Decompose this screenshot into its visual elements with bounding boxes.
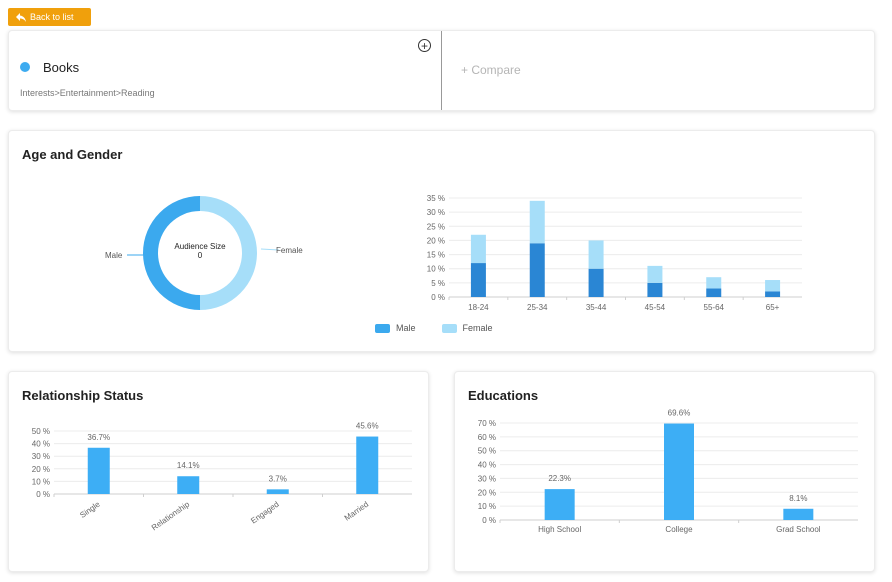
compare-button[interactable]: + Compare: [461, 63, 521, 77]
gender-donut-chart: Male Female Audience Size 0: [105, 196, 303, 310]
legend-label-male: Male: [396, 323, 416, 333]
donut-male-label: Male: [105, 251, 123, 260]
y-tick-label: 35 %: [427, 194, 445, 203]
x-tick-label-single: Single: [78, 499, 102, 519]
age-gender-title: Age and Gender: [22, 147, 123, 162]
data-label-grad-school: 8.1%: [789, 494, 807, 503]
bar-grad-school[interactable]: [783, 508, 814, 520]
age-gender-card: Age and Gender Male Female Audience Size…: [8, 130, 875, 352]
back-to-list-button[interactable]: Back to list: [8, 8, 91, 26]
legend-item-female[interactable]: Female: [441, 323, 493, 333]
y-tick-label: 0 %: [482, 516, 496, 525]
topic-compare-card: + Books Interests>Entertainment>Reading …: [8, 30, 875, 111]
data-label-engaged: 3.7%: [269, 474, 287, 483]
x-tick-label-grad-school: Grad School: [776, 525, 821, 534]
y-tick-label: 15 %: [427, 251, 445, 260]
donut-female-label: Female: [276, 246, 303, 255]
back-arrow-icon: [16, 12, 26, 22]
y-tick-label: 20 %: [32, 465, 50, 474]
x-tick-label-65: 65+: [766, 303, 780, 312]
data-label-college: 69.6%: [668, 409, 691, 418]
y-tick-label: 50 %: [32, 427, 50, 436]
bar-college[interactable]: [664, 423, 694, 520]
bar-female-18-24[interactable]: [470, 234, 486, 264]
legend-item-male[interactable]: Male: [375, 323, 416, 333]
donut-center-label: Audience Size: [174, 242, 226, 251]
y-tick-label: 20 %: [478, 488, 496, 497]
legend-swatch-female: [441, 323, 457, 333]
y-tick-label: 10 %: [478, 502, 496, 511]
bar-married[interactable]: [356, 436, 379, 494]
bar-female-55-64[interactable]: [706, 277, 722, 289]
y-tick-label: 0 %: [36, 490, 50, 499]
back-button-label: Back to list: [30, 12, 74, 22]
bar-high-school[interactable]: [544, 489, 575, 520]
education-bar-chart: 0 % 10 % 20 % 30 % 40 % 50 % 60 % 70 % 22.3% High…: [478, 409, 858, 534]
bar-male-55-64[interactable]: [706, 288, 722, 297]
relationship-bar-chart: 0 % 10 % 20 % 30 % 40 % 50 % 36.7% Single 14.1% R…: [32, 422, 412, 532]
data-label-high-school: 22.3%: [548, 474, 571, 483]
y-tick-label: 0 %: [431, 293, 445, 302]
bar-female-35-44[interactable]: [588, 240, 604, 269]
donut-slice-male[interactable]: [142, 196, 200, 310]
bar-female-45-54[interactable]: [647, 265, 663, 283]
bar-male-25-34[interactable]: [529, 243, 545, 297]
age-gender-legend: Male Female: [375, 323, 493, 333]
x-tick-label-55-64: 55-64: [704, 303, 725, 312]
y-tick-label: 30 %: [427, 208, 445, 217]
y-tick-label: 30 %: [478, 474, 496, 483]
bar-male-35-44[interactable]: [588, 268, 604, 297]
bar-female-25-34[interactable]: [529, 200, 545, 244]
age-stacked-bar-chart: 0 % 5 % 10 % 15 % 20 % 25 % 30 % 35 % 18-24 25-34…: [427, 194, 802, 312]
y-tick-label: 40 %: [478, 461, 496, 470]
y-tick-label: 40 %: [32, 440, 50, 449]
x-tick-label-relationship: Relationship: [150, 499, 192, 532]
bar-male-45-54[interactable]: [647, 282, 663, 297]
donut-center-value: 0: [198, 251, 203, 260]
topic-path: Interests>Entertainment>Reading: [20, 88, 155, 98]
x-tick-label-high-school: High School: [538, 525, 581, 534]
educations-title: Educations: [468, 388, 539, 403]
y-tick-label: 50 %: [478, 447, 496, 456]
y-tick-label: 5 %: [431, 279, 445, 288]
bar-relationship[interactable]: [177, 476, 200, 494]
bar-male-65[interactable]: [765, 291, 781, 297]
y-tick-label: 70 %: [478, 419, 496, 428]
data-label-married: 45.6%: [356, 422, 379, 431]
x-tick-label-married: Married: [343, 500, 370, 523]
topic-name: Books: [43, 60, 80, 75]
topic-panel: + Books Interests>Entertainment>Reading: [9, 31, 442, 110]
relationship-title: Relationship Status: [22, 388, 144, 403]
educations-card: Educations 0 % 10 % 20 % 30 % 40 % 50 % 60 % 70…: [454, 371, 875, 572]
x-tick-label-18-24: 18-24: [468, 303, 489, 312]
y-tick-label: 30 %: [32, 452, 50, 461]
y-tick-label: 60 %: [478, 433, 496, 442]
legend-swatch-male: [375, 323, 390, 333]
topic-color-dot: [20, 62, 30, 72]
y-tick-label: 20 %: [427, 236, 445, 245]
bar-female-65[interactable]: [765, 280, 781, 292]
bar-engaged[interactable]: [266, 489, 289, 494]
y-tick-label: 10 %: [32, 477, 50, 486]
x-tick-label-45-54: 45-54: [645, 303, 666, 312]
add-circle-icon[interactable]: +: [418, 39, 431, 52]
legend-label-female: Female: [462, 323, 493, 333]
female-leader-line: [260, 248, 280, 251]
x-tick-label-engaged: Engaged: [249, 500, 280, 526]
bar-male-18-24[interactable]: [470, 263, 486, 297]
x-tick-label-35-44: 35-44: [586, 303, 607, 312]
bar-single[interactable]: [87, 447, 110, 494]
x-tick-label-college: College: [665, 525, 693, 534]
relationship-status-card: Relationship Status 0 % 10 % 20 % 30 % 40 % 5…: [8, 371, 429, 572]
data-label-single: 36.7%: [87, 433, 110, 442]
x-tick-label-25-34: 25-34: [527, 303, 548, 312]
data-label-relationship: 14.1%: [177, 461, 200, 470]
y-tick-label: 10 %: [427, 265, 445, 274]
donut-slice-female[interactable]: [200, 196, 258, 310]
y-tick-label: 25 %: [427, 222, 445, 231]
